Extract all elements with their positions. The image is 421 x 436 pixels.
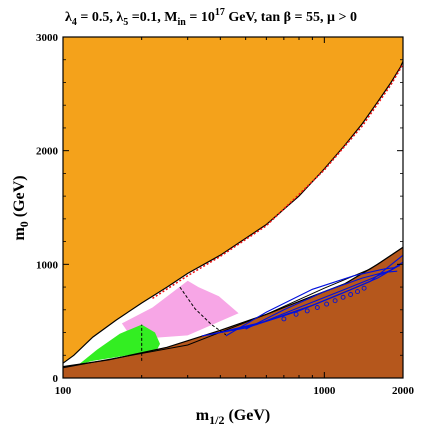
x-tick-label: 1000 [313,385,336,397]
brown-region [63,247,403,378]
green-region [78,324,160,365]
blue-circle-marker [293,311,299,317]
blue-circle-marker [355,289,360,295]
plot-frame [62,36,404,379]
blue-circle-marker [332,298,338,304]
y-axis-label: m0 (GeV) [11,175,31,240]
x-tick-label: 2000 [392,385,415,397]
orange-region [63,37,403,364]
y-tick-label: 2000 [36,146,59,158]
y-tick-label: 3000 [36,32,59,44]
dashed-line [179,286,227,336]
black-diagonal-line [63,246,403,369]
y-tick-label: 0 [53,373,59,385]
x-axis-label: m1/2 (GeV) [196,407,270,427]
x-tick-label: 100 [55,385,72,397]
blue-circle-marker [314,305,320,310]
y-tick-label: 1000 [36,259,59,271]
blue-circle-marker [304,308,310,314]
blue-circle-marker [324,301,330,307]
red-dotted-line [152,63,403,300]
blue-circle-marker [340,294,346,300]
blue-circle-marker [361,285,367,291]
pink-region [121,280,239,340]
orange-boundary-line [63,61,403,364]
blue-circle-marker [281,316,287,322]
chart-title: λ4 = 0.5, λ5 =0.1, Min = 1017 GeV, tan β… [65,7,357,28]
blue-circle-marker [348,292,354,297]
blue-contour-line [201,254,403,337]
